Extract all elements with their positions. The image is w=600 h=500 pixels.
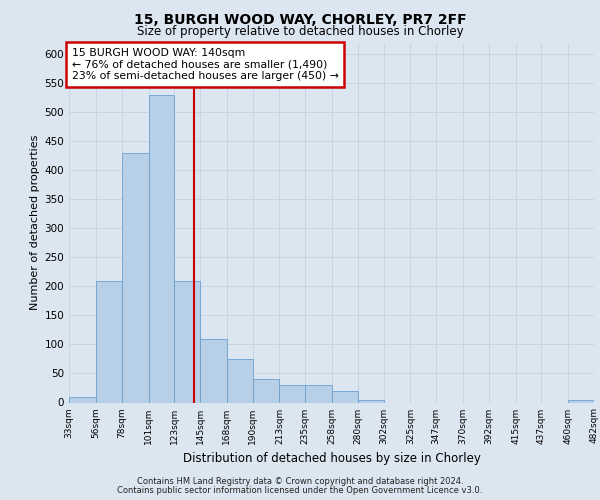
Bar: [174, 280, 200, 402]
Bar: [96, 280, 122, 402]
Text: Contains HM Land Registry data © Crown copyright and database right 2024.: Contains HM Land Registry data © Crown c…: [137, 477, 463, 486]
Text: Contains public sector information licensed under the Open Government Licence v3: Contains public sector information licen…: [118, 486, 482, 495]
Bar: [253, 380, 280, 402]
Bar: [149, 95, 174, 402]
Y-axis label: Number of detached properties: Number of detached properties: [30, 135, 40, 310]
Bar: [200, 338, 227, 402]
Bar: [227, 359, 253, 403]
Bar: [280, 385, 305, 402]
Bar: [305, 385, 332, 402]
Text: 15 BURGH WOOD WAY: 140sqm
← 76% of detached houses are smaller (1,490)
23% of se: 15 BURGH WOOD WAY: 140sqm ← 76% of detac…: [71, 48, 338, 81]
Text: 15, BURGH WOOD WAY, CHORLEY, PR7 2FF: 15, BURGH WOOD WAY, CHORLEY, PR7 2FF: [134, 12, 466, 26]
Text: Size of property relative to detached houses in Chorley: Size of property relative to detached ho…: [137, 25, 463, 38]
Bar: [332, 391, 358, 402]
Bar: [122, 153, 149, 402]
Bar: [568, 400, 594, 402]
Bar: [358, 400, 383, 402]
Bar: [69, 396, 96, 402]
X-axis label: Distribution of detached houses by size in Chorley: Distribution of detached houses by size …: [182, 452, 481, 465]
